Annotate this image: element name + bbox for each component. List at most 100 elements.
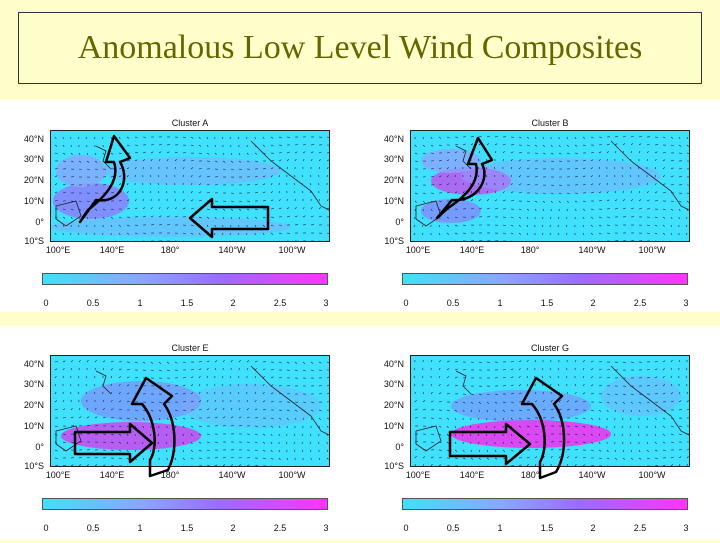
colorbar — [42, 273, 328, 285]
wind-vector — [230, 241, 231, 242]
wind-vector — [127, 466, 130, 467]
wind-vector — [94, 241, 95, 242]
lat-label: 20°N — [366, 400, 404, 410]
wind-vector — [279, 466, 281, 467]
colorbar — [42, 498, 328, 510]
wind-vector — [199, 241, 200, 242]
colorbar-tick: 0.5 — [87, 523, 100, 533]
wind-anomaly-map — [410, 355, 690, 467]
anomaly-blob — [61, 422, 201, 450]
colorbar-tick: 3 — [683, 298, 688, 308]
lat-label: 30°N — [366, 379, 404, 389]
wind-vector — [151, 466, 152, 467]
colorbar-tick: 1.5 — [181, 298, 194, 308]
panel-title: Cluster E — [50, 343, 330, 353]
wind-vector — [527, 241, 529, 242]
wind-anomaly-map — [50, 130, 330, 242]
anomaly-blob — [56, 155, 106, 187]
wind-vector — [127, 241, 129, 242]
wind-vector — [271, 241, 273, 242]
wind-vector — [55, 241, 56, 242]
map-field — [51, 356, 330, 467]
anomaly-blob — [461, 158, 661, 194]
wind-vector — [86, 241, 87, 242]
wind-vector — [279, 241, 282, 242]
lat-label: 20°N — [6, 400, 44, 410]
wind-vector — [455, 241, 458, 242]
anomaly-blob — [451, 420, 611, 448]
lat-label: 10°S — [366, 461, 404, 471]
wind-vector — [431, 241, 432, 242]
colorbar — [402, 273, 688, 285]
lon-label: 140°W — [578, 470, 605, 480]
anomaly-blob — [101, 157, 281, 185]
colorbar — [402, 498, 688, 510]
anomaly-blob — [601, 376, 681, 416]
wind-vector — [143, 466, 145, 467]
colorbar-tick: 2.5 — [274, 298, 287, 308]
wind-vector — [615, 466, 618, 467]
lat-label: 10°N — [366, 196, 404, 206]
wind-vector — [175, 466, 177, 467]
lon-label: 140°W — [218, 470, 245, 480]
map-field — [411, 356, 690, 467]
wind-vector — [246, 241, 247, 242]
wind-vector — [599, 241, 602, 242]
lon-label: 140°E — [460, 245, 485, 255]
colorbar-tick: 1 — [137, 298, 142, 308]
lat-label: 40°N — [6, 359, 44, 369]
wind-vector — [303, 466, 304, 467]
wind-vector — [511, 241, 514, 242]
wind-vector — [487, 466, 490, 467]
lon-label: 140°W — [578, 245, 605, 255]
lon-label: 180° — [521, 470, 540, 480]
wind-vector — [183, 466, 186, 467]
wind-vector — [319, 466, 321, 467]
colorbar-tick: 2 — [590, 298, 595, 308]
panel-title: Cluster A — [50, 118, 330, 128]
lon-label: 100°E — [46, 245, 71, 255]
colorbar-tick: 3 — [323, 298, 328, 308]
wind-vector — [471, 466, 474, 467]
wind-vector — [591, 241, 593, 242]
wind-vector — [631, 466, 634, 467]
wind-vector — [447, 241, 449, 242]
colorbar-tick: 2 — [590, 523, 595, 533]
slide-content: Cluster A 40°N 30°N 20°N 10°N 0° 10°S 10… — [0, 100, 720, 540]
colorbar-tick: 0.5 — [447, 523, 460, 533]
colorbar-tick: 0.5 — [447, 298, 460, 308]
colorbar-tick: 3 — [323, 523, 328, 533]
lat-label: 40°N — [6, 134, 44, 144]
lon-label: 100°E — [46, 470, 71, 480]
panel-title: Cluster B — [410, 118, 690, 128]
anomaly-blob — [451, 390, 591, 422]
colorbar-tick: 0 — [403, 523, 408, 533]
map-field — [411, 131, 690, 242]
colorbar-tick: 0 — [43, 298, 48, 308]
wind-vector — [167, 466, 169, 467]
wind-vector — [535, 241, 536, 242]
wind-vector — [263, 241, 264, 242]
wind-vector — [519, 241, 521, 242]
colorbar-tick: 3 — [683, 523, 688, 533]
colorbar-tick: 2.5 — [634, 298, 647, 308]
panel-cluster-e: Cluster E 40°N 30°N 20°N 10°N 0° 10°S 10… — [0, 343, 330, 543]
lat-label: 30°N — [6, 379, 44, 389]
lon-label: 100°W — [278, 245, 305, 255]
lat-label: 30°N — [366, 154, 404, 164]
lat-label: 20°N — [6, 175, 44, 185]
wind-vector — [191, 241, 193, 242]
wind-vector — [287, 466, 289, 467]
wind-vector — [671, 241, 673, 242]
wind-vector — [439, 241, 441, 242]
lat-label: 10°S — [6, 461, 44, 471]
lon-label: 100°W — [638, 470, 665, 480]
colorbar-tick: 1.5 — [541, 298, 554, 308]
wind-vector — [119, 241, 120, 242]
lon-label: 180° — [161, 470, 180, 480]
wind-vector — [70, 241, 71, 242]
lon-label: 180° — [161, 245, 180, 255]
wind-vector — [623, 466, 626, 467]
wind-vector — [135, 241, 138, 242]
wind-anomaly-map — [410, 130, 690, 242]
